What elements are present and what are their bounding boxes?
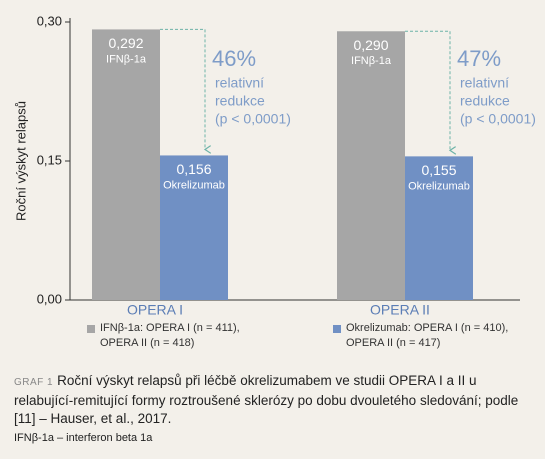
legend-swatch bbox=[333, 325, 341, 333]
reduction-text: relativní bbox=[460, 75, 509, 91]
reduction-text: (p < 0,0001) bbox=[215, 111, 291, 127]
value-label: 0,155 bbox=[421, 162, 456, 178]
y-tick-label: 0,30 bbox=[37, 13, 62, 28]
x-tick-label: OPERA I bbox=[127, 302, 183, 318]
bar bbox=[405, 156, 473, 300]
bar bbox=[160, 155, 228, 300]
figure-label: GRAF 1 bbox=[14, 377, 54, 388]
footnote: IFNβ-1a – interferon beta 1a bbox=[14, 432, 153, 444]
y-tick-label: 0,15 bbox=[37, 152, 62, 167]
reduction-text: relativní bbox=[215, 75, 264, 91]
bar-series-label: Okrelizumab bbox=[163, 179, 225, 191]
chart: Roční výskyt relapsů 0,00 0,15 0,30 OPERA I… bbox=[13, 13, 536, 318]
reduction-text: redukce bbox=[215, 93, 265, 109]
bar-series-label: IFNβ-1a bbox=[351, 55, 392, 67]
bar-series-label: Okrelizumab bbox=[408, 180, 470, 192]
value-label: 0,156 bbox=[176, 161, 211, 177]
value-label: 0,292 bbox=[108, 35, 143, 51]
bar-series-label: IFNβ-1a bbox=[106, 53, 147, 65]
reduction-arrow bbox=[160, 28, 205, 149]
reduction-arrow bbox=[405, 30, 450, 150]
x-tick-label: OPERA II bbox=[370, 302, 430, 318]
caption-text: Roční výskyt relapsů při léčbě okrelizum… bbox=[14, 373, 519, 426]
y-axis-label: Roční výskyt relapsů bbox=[13, 101, 28, 221]
bar bbox=[337, 31, 405, 301]
legend-label: Okrelizumab: OPERA I (n = 410), OPERA II… bbox=[346, 322, 509, 349]
value-label: 0,290 bbox=[353, 37, 388, 53]
reduction-text: redukce bbox=[460, 93, 510, 109]
reduction-percent: 46% bbox=[212, 46, 256, 71]
legend-swatch bbox=[87, 325, 95, 333]
reduction-percent: 47% bbox=[457, 46, 501, 71]
y-tick-label: 0,00 bbox=[37, 291, 62, 306]
caption: GRAF 1 Roční výskyt relapsů při léčbě okr… bbox=[14, 372, 534, 428]
legend-label: IFNβ-1a: OPERA I (n = 411), OPERA II (n … bbox=[100, 322, 240, 349]
bar bbox=[92, 29, 160, 301]
reduction-text: (p < 0,0001) bbox=[460, 111, 536, 127]
